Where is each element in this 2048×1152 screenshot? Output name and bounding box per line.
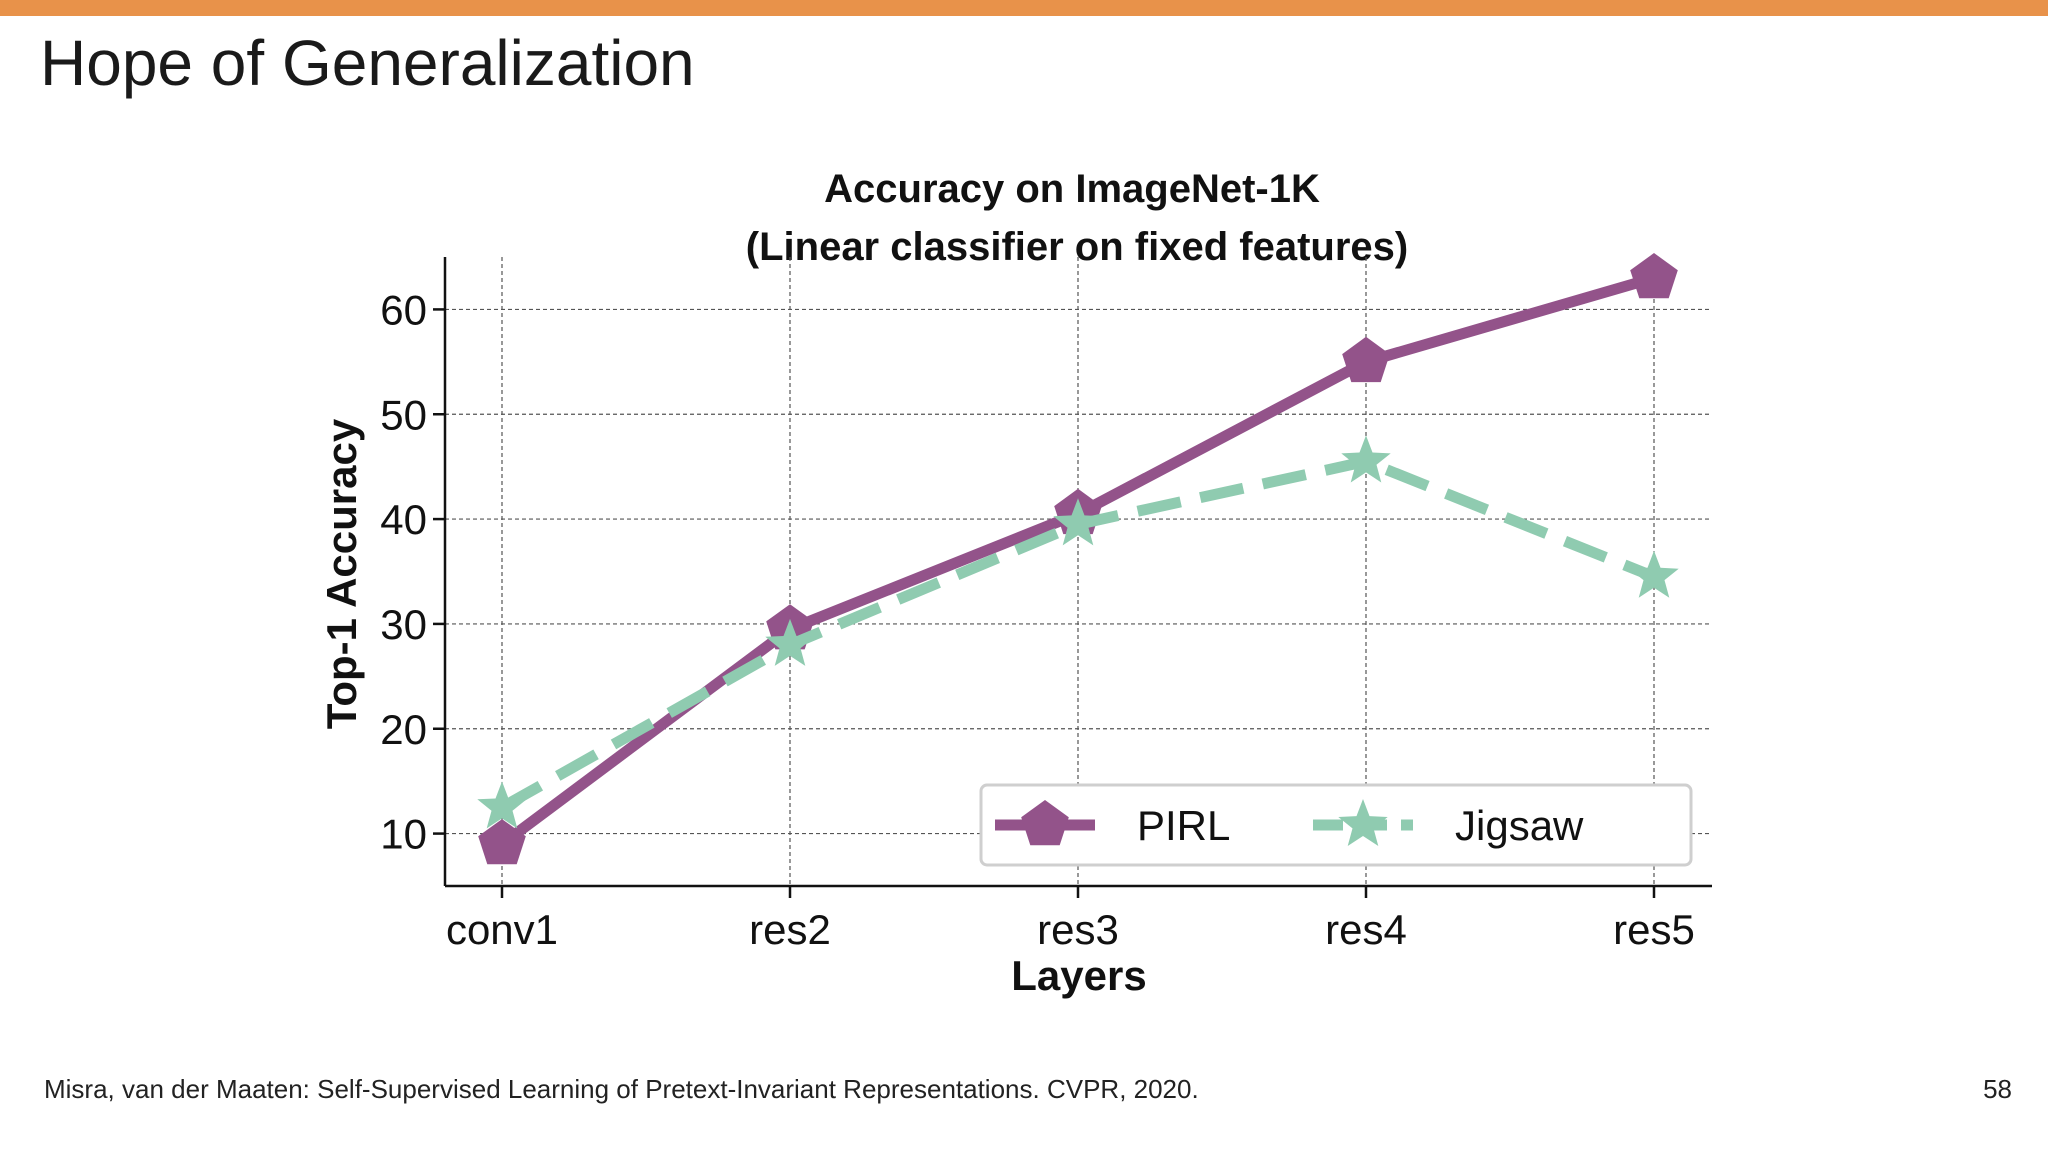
top-accent-bar — [0, 0, 2048, 16]
x-tick-label: res4 — [1325, 906, 1407, 953]
y-tick-label: 10 — [380, 811, 427, 858]
jigsaw-point — [1053, 498, 1103, 546]
jigsaw-point — [1629, 550, 1679, 598]
jigsaw-point — [1341, 435, 1391, 483]
x-axis-label: Layers — [1011, 952, 1146, 999]
legend-label-pirl: PIRL — [1137, 802, 1230, 849]
chart-subtitle: (Linear classifier on fixed features) — [746, 225, 1408, 269]
x-tick-label: conv1 — [446, 906, 558, 953]
citation-text: Misra, van der Maaten: Self-Supervised L… — [44, 1074, 1199, 1104]
y-tick-label: 60 — [380, 286, 427, 333]
pirl-point — [1342, 336, 1390, 383]
series-jigsaw — [477, 435, 1679, 829]
y-tick-label: 50 — [380, 391, 427, 438]
data-series — [477, 253, 1679, 865]
legend-label-jigsaw: Jigsaw — [1455, 802, 1584, 849]
jigsaw-point — [765, 618, 815, 666]
chart-title: Accuracy on ImageNet-1K — [824, 167, 1320, 211]
x-tick-label: res3 — [1037, 906, 1119, 953]
page-number: 58 — [1983, 1074, 2012, 1104]
jigsaw-point — [477, 781, 527, 829]
y-axis-label: Top-1 Accuracy — [318, 418, 365, 729]
pirl-point — [478, 819, 526, 865]
y-tick-label: 30 — [380, 601, 427, 648]
legend-marker-pirl — [1021, 800, 1069, 846]
chart-axes: 10 20 30 40 50 60 conv1 res2 res3 res4 res5 — [380, 257, 1712, 953]
x-tick-label: res5 — [1613, 906, 1695, 953]
x-tick-label: res2 — [749, 906, 831, 953]
pirl-point — [1630, 253, 1678, 299]
slide-title: Hope of Generalization — [40, 27, 695, 99]
y-tick-label: 40 — [380, 496, 427, 543]
legend-marker-jigsaw — [1338, 799, 1388, 846]
chart-legend: PIRL Jigsaw — [979, 783, 1693, 867]
y-tick-label: 20 — [380, 706, 427, 753]
